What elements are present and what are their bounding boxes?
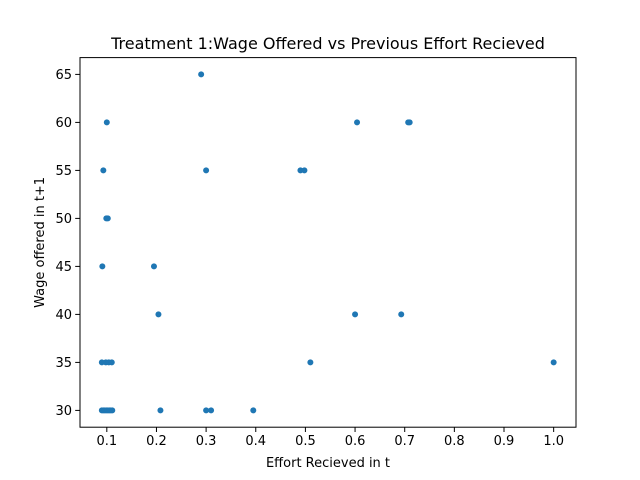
y-tick-label: 55	[55, 164, 72, 179]
data-point	[203, 407, 210, 414]
x-tick-label: 0.2	[146, 434, 167, 449]
data-point	[354, 119, 361, 126]
data-point	[109, 407, 116, 414]
data-point	[157, 407, 164, 414]
x-tick-label: 0.9	[494, 434, 515, 449]
data-point	[99, 263, 106, 270]
data-point	[203, 167, 210, 174]
y-tick-label: 45	[55, 260, 72, 275]
data-point	[398, 311, 405, 318]
data-point	[104, 215, 111, 222]
x-axis-ticks: 0.1 0.2 0.3 0.4 0.5 0.6 0.7 0.8 0.9 1.0	[96, 427, 564, 449]
data-point	[550, 359, 557, 366]
data-points	[98, 71, 557, 414]
x-tick-label: 0.7	[394, 434, 415, 449]
plot-area-frame	[79, 57, 577, 428]
chart-title: Treatment 1:Wage Offered vs Previous Eff…	[110, 34, 545, 53]
y-tick-label: 35	[55, 356, 72, 371]
data-point	[352, 311, 359, 318]
data-point	[307, 359, 314, 366]
x-tick-label: 1.0	[543, 434, 564, 449]
data-point	[100, 167, 107, 174]
data-point	[208, 407, 215, 414]
y-axis-label: Wage offered in t+1	[33, 177, 48, 308]
x-tick-label: 0.6	[345, 434, 366, 449]
y-tick-label: 30	[55, 404, 72, 419]
x-tick-label: 0.3	[196, 434, 217, 449]
y-tick-label: 60	[55, 116, 72, 131]
data-point	[250, 407, 257, 414]
x-tick-label: 0.1	[96, 434, 117, 449]
y-axis-ticks: 30 35 40 45 50 55 60 65	[55, 68, 80, 419]
data-point	[301, 167, 308, 174]
data-point	[103, 119, 110, 126]
x-tick-label: 0.4	[245, 434, 266, 449]
data-point	[150, 263, 157, 270]
x-tick-label: 0.8	[444, 434, 465, 449]
data-point	[406, 119, 413, 126]
y-tick-label: 65	[55, 68, 72, 83]
y-tick-label: 50	[55, 212, 72, 227]
data-point	[155, 311, 162, 318]
x-axis-label: Effort Recieved in t	[266, 456, 390, 471]
data-point	[108, 359, 115, 366]
x-tick-label: 0.5	[295, 434, 316, 449]
y-tick-label: 40	[55, 308, 72, 323]
data-point	[198, 71, 205, 78]
